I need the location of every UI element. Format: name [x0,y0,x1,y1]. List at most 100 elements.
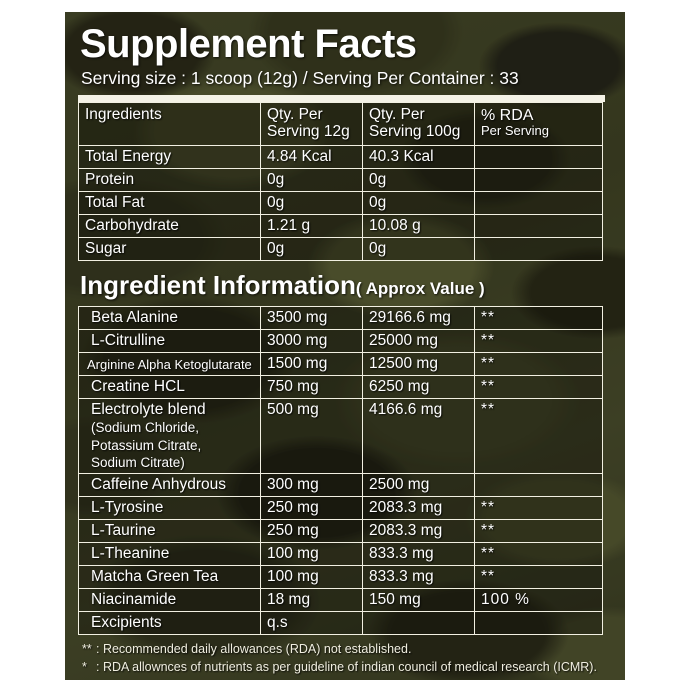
ingredient-qty-serving-cell: 3000 mg [260,329,363,354]
column-header-rda-line1: % RDA [481,107,534,124]
ingredient-name-cell: L-Tyrosine [78,496,261,521]
ingredient-name-cell: Niacinamide [78,588,261,613]
ingredient-name-cell: Electrolyte blend (Sodium Chloride, Potass… [78,398,261,475]
ingredient-qty-serving-cell: 500 mg [260,398,363,475]
ingredient-subcomponent-line: Potassium Citrate, [91,437,202,453]
column-header-qty-100g-line2: Serving 100g [369,122,461,140]
nutrition-qty-100g-cell: 0g [362,191,475,216]
nutrition-name-cell: Protein [78,168,261,193]
table-row: Total Fat 0g 0g [78,191,603,216]
ingredient-qty-100g-cell: 833.3 mg [362,565,475,590]
ingredient-name-cell: L-Taurine [78,519,261,544]
ingredient-rda-cell: ** [474,398,603,475]
page-title: Supplement Facts [80,22,417,66]
ingredient-qty-serving-cell: 250 mg [260,496,363,521]
column-header-qty-serving-line1: Qty. Per [267,106,323,123]
nutrition-rda-cell [474,168,603,193]
ingredient-rda-cell: ** [474,375,603,400]
nutrition-name-cell: Sugar [78,237,261,262]
ingredient-information-title: Ingredient Information( Approx Value ) [80,270,605,301]
footnotes: **: Recommended daily allowances (RDA) n… [82,640,605,676]
ingredient-name-cell: Creatine HCL [78,375,261,400]
ingredient-qty-100g-cell: 2083.3 mg [362,496,475,521]
ingredient-name-label: Electrolyte blend [91,401,206,419]
footnote-marker: * [82,660,87,675]
ingredient-name-cell: L-Theanine [78,542,261,567]
nutrition-rda-cell [474,191,603,216]
ingredient-qty-100g-cell: 25000 mg [362,329,475,354]
column-header-ingredients: Ingredients [78,101,261,147]
ingredient-qty-serving-cell: 300 mg [260,473,363,498]
table-row: L-Theanine 100 mg 833.3 mg ** [78,542,603,567]
nutrition-name-cell: Total Energy [78,145,261,170]
nutrition-table: Ingredients Qty. Per Serving 12g Qty. Pe… [78,101,603,262]
ingredient-name-cell: L-Citrulline [78,329,261,354]
ingredient-table-body: Beta Alanine 3500 mg 29166.6 mg ** L-Citrull… [78,306,603,636]
table-row: Total Energy 4.84 Kcal 40.3 Kcal [78,145,603,170]
header-divider [78,95,605,102]
ingredient-rda-cell: ** [474,565,603,590]
nutrition-qty-100g-cell: 0g [362,168,475,193]
table-row: Creatine HCL 750 mg 6250 mg ** [78,375,603,400]
ingredient-qty-serving-cell: 1500 mg [260,352,363,377]
nutrition-rda-cell [474,145,603,170]
ingredient-rda-cell [474,611,603,636]
ingredient-qty-serving-cell: 100 mg [260,542,363,567]
footnote-text: : RDA allownces of nutrients as per guid… [96,660,597,675]
ingredient-qty-100g-cell: 833.3 mg [362,542,475,567]
nutrition-rda-cell [474,214,603,239]
table-row: Caffeine Anhydrous 300 mg 2500 mg [78,473,603,498]
supplement-facts-label: Supplement Facts Serving size : 1 scoop … [65,12,625,680]
serving-size-line: Serving size : 1 scoop (12g) / Serving P… [81,68,519,88]
ingredient-qty-serving-cell: 750 mg [260,375,363,400]
table-row: Carbohydrate 1.21 g 10.08 g [78,214,603,239]
nutrition-qty-serving-cell: 0g [260,237,363,262]
ingredient-qty-100g-cell: 150 mg [362,588,475,613]
ingredient-subcomponent-line: Sodium Citrate) [91,455,185,470]
column-header-rda: % RDA Per Serving [474,101,603,147]
ingredient-name-cell: Matcha Green Tea [78,565,261,590]
ingredient-name-cell: Caffeine Anhydrous [78,473,261,498]
nutrition-qty-serving-cell: 4.84 Kcal [260,145,363,170]
nutrition-table-header-row: Ingredients Qty. Per Serving 12g Qty. Pe… [78,101,603,147]
nutrition-qty-100g-cell: 10.08 g [362,214,475,239]
table-row: Sugar 0g 0g [78,237,603,262]
ingredient-qty-serving-cell: q.s [260,611,363,636]
table-row: Excipients q.s [78,611,603,636]
ingredient-qty-serving-cell: 250 mg [260,519,363,544]
table-row: L-Tyrosine 250 mg 2083.3 mg ** [78,496,603,521]
table-row: Protein 0g 0g [78,168,603,193]
table-row: Electrolyte blend (Sodium Chloride, Potass… [78,398,603,475]
ingredient-table: Beta Alanine 3500 mg 29166.6 mg ** L-Citrull… [78,306,603,636]
nutrition-qty-100g-cell: 40.3 Kcal [362,145,475,170]
ingredient-name-cell: Arginine Alpha Ketoglutarate [78,352,261,377]
ingredient-qty-100g-cell: 29166.6 mg [362,306,475,331]
label-content: Supplement Facts Serving size : 1 scoop … [65,12,625,677]
ingredient-qty-100g-cell: 2500 mg [362,473,475,498]
column-header-rda-line2: Per Serving [481,123,549,139]
ingredient-rda-cell: ** [474,542,603,567]
table-row: Beta Alanine 3500 mg 29166.6 mg ** [78,306,603,331]
ingredient-qty-100g-cell: 12500 mg [362,352,475,377]
ingredient-qty-100g-cell: 2083.3 mg [362,519,475,544]
nutrition-qty-100g-cell: 0g [362,237,475,262]
nutrition-table-body: Total Energy 4.84 Kcal 40.3 Kcal Protein 0g 0… [78,145,603,262]
ingredient-rda-cell: 100 % [474,588,603,613]
nutrition-qty-serving-cell: 0g [260,168,363,193]
footnote-marker: ** [82,642,92,657]
table-row: Arginine Alpha Ketoglutarate 1500 mg 12500… [78,352,603,377]
ingredient-information-heading: Ingredient Information [80,270,356,301]
column-header-qty-100g-line1: Qty. Per [369,106,425,123]
column-header-qty-100g: Qty. Per Serving 100g [362,101,475,147]
nutrition-qty-serving-cell: 1.21 g [260,214,363,239]
nutrition-name-cell: Carbohydrate [78,214,261,239]
ingredient-rda-cell: ** [474,329,603,354]
ingredient-information-approx: ( Approx Value ) [355,279,485,299]
table-row: Matcha Green Tea 100 mg 833.3 mg ** [78,565,603,590]
ingredient-qty-100g-cell: 4166.6 mg [362,398,475,475]
ingredient-name-cell: Excipients [78,611,261,636]
footnote-line: **: Recommended daily allowances (RDA) n… [82,640,605,658]
ingredient-qty-serving-cell: 3500 mg [260,306,363,331]
ingredient-qty-100g-cell [362,611,475,636]
nutrition-rda-cell [474,237,603,262]
